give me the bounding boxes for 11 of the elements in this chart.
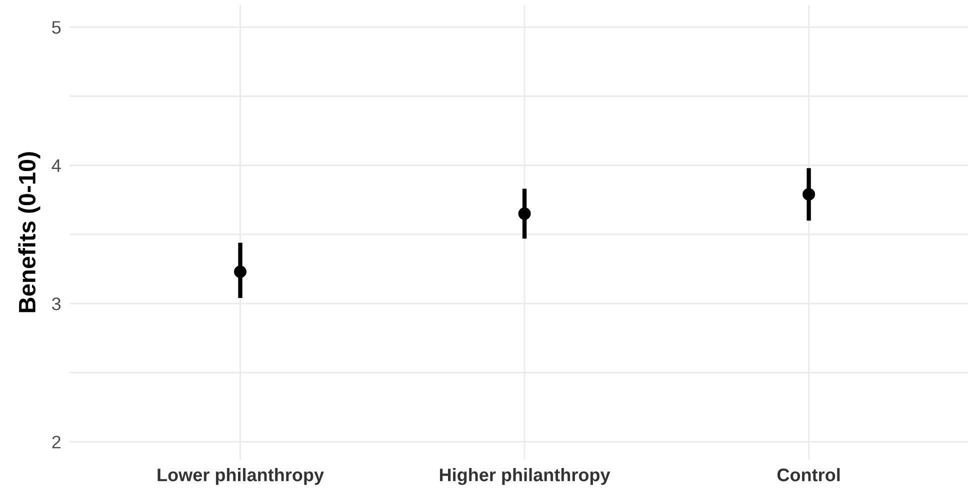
y-tick-label: 2 [52, 436, 60, 448]
point [234, 265, 247, 278]
x-tick-label: Control [777, 468, 840, 482]
point [518, 207, 531, 220]
point [802, 188, 816, 201]
y-tick-label: 5 [52, 21, 61, 34]
y-tick-label: 3 [52, 297, 61, 310]
x-tick-label: Lower philanthropy [158, 468, 324, 485]
x-tick-label: Higher philanthropy [440, 468, 610, 485]
y-axis-title: Benefits (0-10) [18, 152, 40, 312]
y-tick-label: 4 [52, 159, 61, 172]
